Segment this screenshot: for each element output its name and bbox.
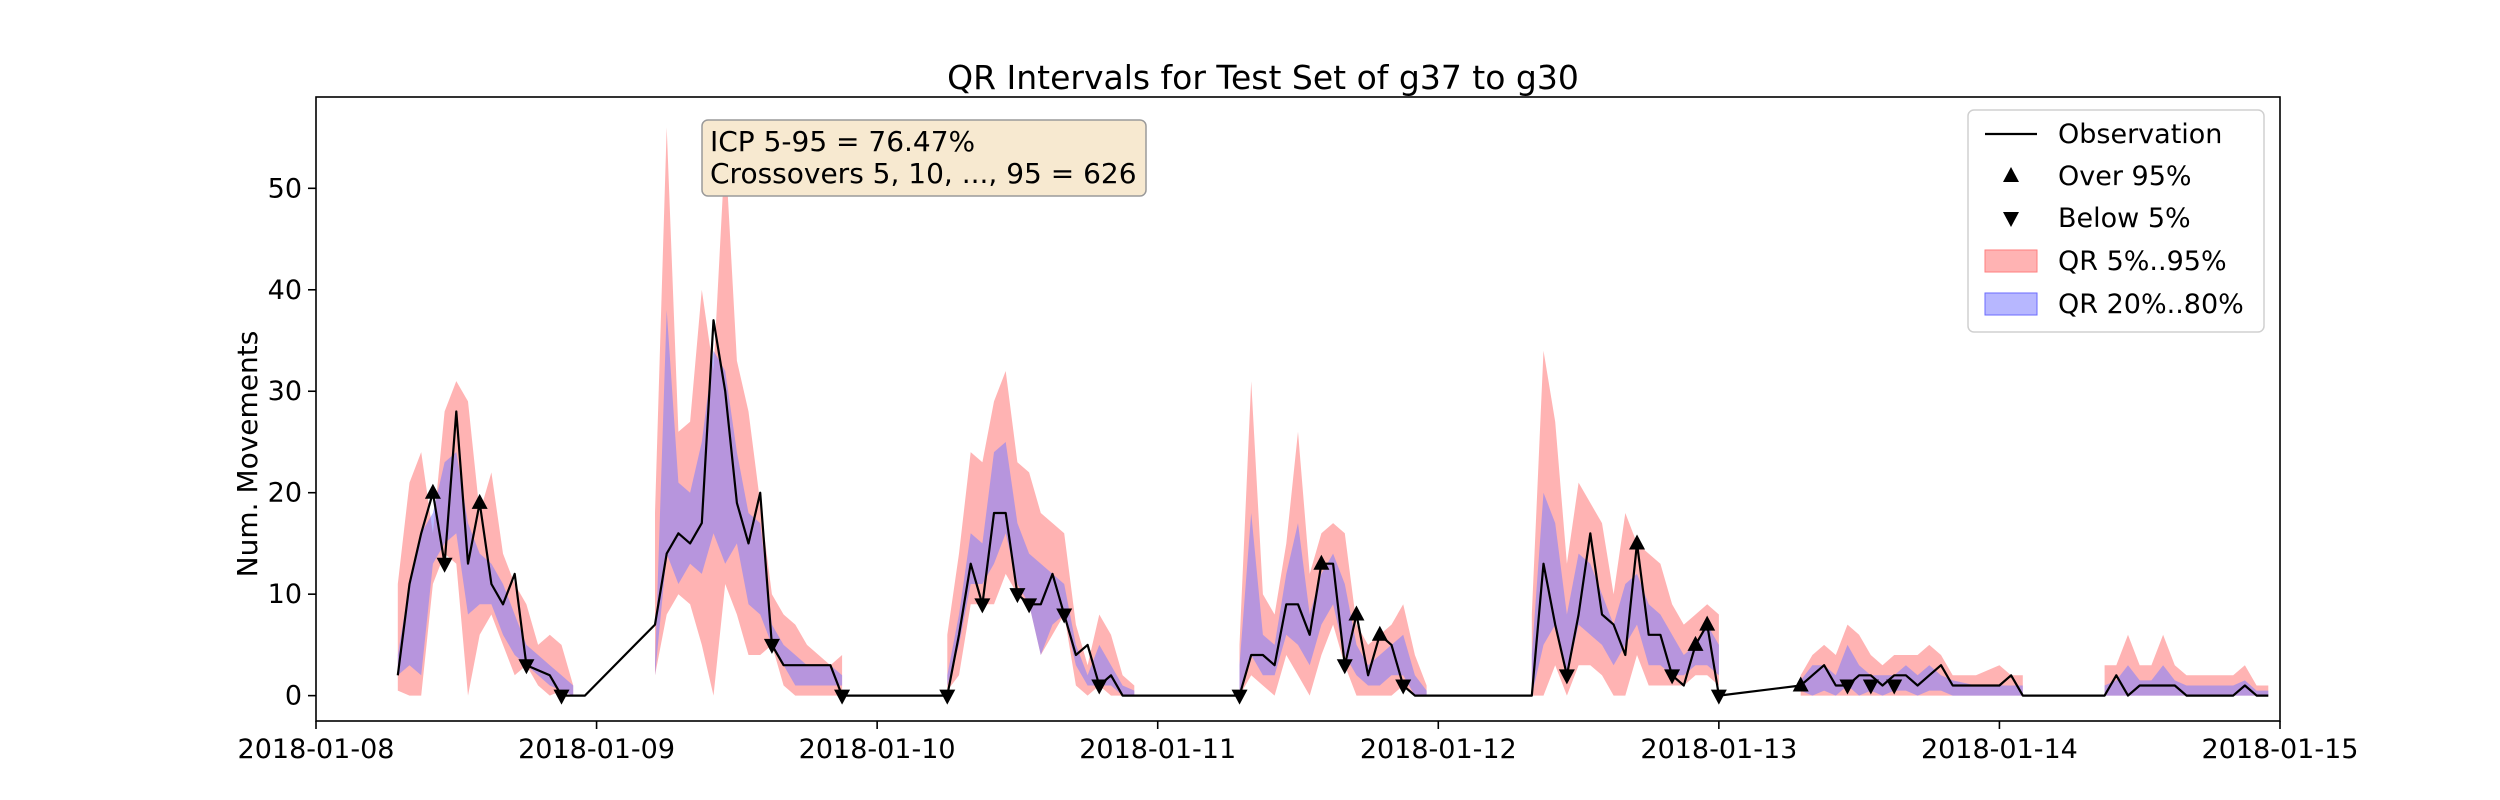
annotation-box: ICP 5-95 = 76.47%Crossovers 5, 10, ..., … xyxy=(701,119,1147,197)
legend-label-below-5: Below 5% xyxy=(2058,203,2191,234)
plot-frame xyxy=(315,96,2281,722)
below-5-marker-13 xyxy=(1395,679,1412,695)
legend-swatch-over-95 xyxy=(2003,167,2019,182)
over-95-marker-3 xyxy=(1348,605,1365,621)
band-5-95-segment-1 xyxy=(655,127,843,696)
below-5-marker-5 xyxy=(939,689,956,705)
below-5-marker-17 xyxy=(1839,679,1856,695)
over-95-marker-5 xyxy=(1629,534,1646,550)
over-95-marker-6 xyxy=(1687,635,1704,651)
legend-label-band-20-80: QR 20%..80% xyxy=(2058,289,2244,320)
below-5-marker-3 xyxy=(763,638,780,654)
legend-frame xyxy=(1967,109,2265,333)
over-95-marker-0 xyxy=(424,483,441,499)
band-20-80-segment-2 xyxy=(947,442,1135,696)
x-tick-label-3: 2018-01-11 xyxy=(1079,734,1236,765)
legend-swatch-below-5 xyxy=(2003,212,2019,227)
legend-label-band-5-95: QR 5%..95% xyxy=(2058,246,2227,277)
x-tick-label-4: 2018-01-12 xyxy=(1360,734,1517,765)
below-5-marker-4 xyxy=(834,689,851,705)
below-5-marker-1 xyxy=(518,659,535,675)
band-20-80-segment-0 xyxy=(397,452,574,696)
annotation-line-1: Crossovers 5, 10, ..., 95 = 626 xyxy=(710,157,1137,190)
y-axis-title: Num. Movements xyxy=(231,331,264,578)
below-5-marker-15 xyxy=(1664,669,1681,685)
x-tick-label-5: 2018-01-13 xyxy=(1640,734,1797,765)
below-5-marker-18 xyxy=(1862,679,1879,695)
below-5-marker-7 xyxy=(1009,588,1026,604)
y-tick-label-1: 10 xyxy=(268,579,302,610)
legend: Observation Over 95% Below 5% QR 5%..95% QR … xyxy=(1967,109,2265,333)
x-tick-label-6: 2018-01-14 xyxy=(1921,734,2078,765)
x-tick-label-7: 2018-01-15 xyxy=(2202,734,2359,765)
band-20-80-segment-4 xyxy=(1531,492,1719,696)
below-5-marker-19 xyxy=(1886,679,1903,695)
y-tick-label-2: 20 xyxy=(268,478,302,509)
band-20-80-segment-3 xyxy=(1239,513,1427,696)
band-5-95-segment-6 xyxy=(2104,634,2269,696)
below-5-marker-14 xyxy=(1558,669,1575,685)
observation-line xyxy=(396,319,2269,697)
below-5-marker-12 xyxy=(1336,659,1353,675)
annotation-line-0: ICP 5-95 = 76.47% xyxy=(710,125,975,158)
plot-area: 0 10 20 30 40 50 2018-01-08 2018-01-09 2018-01-1… xyxy=(238,96,2359,765)
y-tick-label-5: 50 xyxy=(268,173,302,204)
below-5-marker-2 xyxy=(553,689,570,705)
legend-swatch-band-5-95 xyxy=(1984,249,2038,273)
chart-title: QR Intervals for Test Set of g37 to g30 xyxy=(947,58,1579,97)
below-5-marker-6 xyxy=(974,598,991,614)
band-20-80-segment-5 xyxy=(1800,644,2023,696)
below-5-marker-9 xyxy=(1056,608,1073,624)
y-tick-label-3: 30 xyxy=(268,376,302,407)
below-5-marker-10 xyxy=(1091,679,1108,695)
annotation-background xyxy=(701,119,1147,197)
legend-label-over-95: Over 95% xyxy=(2058,161,2192,192)
over-95-marker-4 xyxy=(1371,625,1388,641)
y-tick-label-4: 40 xyxy=(268,275,302,306)
y-tick-label-0: 0 xyxy=(285,681,302,712)
below-5-marker-0 xyxy=(436,557,453,573)
below-5-marker-11 xyxy=(1231,689,1248,705)
legend-swatch-band-20-80 xyxy=(1984,292,2038,316)
band-20-80-segment-1 xyxy=(655,310,843,686)
below-5-marker-8 xyxy=(1021,598,1038,614)
legend-label-observation: Observation xyxy=(2058,119,2222,150)
x-tick-label-2: 2018-01-10 xyxy=(799,734,956,765)
over-95-marker-2 xyxy=(1313,554,1330,570)
band-20-80-segment-6 xyxy=(2104,665,2269,696)
below-5-marker-16 xyxy=(1710,689,1727,705)
x-tick-label-1: 2018-01-09 xyxy=(518,734,675,765)
over-95-marker-1 xyxy=(471,493,488,509)
over-95-marker-8 xyxy=(1792,676,1809,692)
over-95-marker-7 xyxy=(1699,615,1716,631)
x-tick-label-0: 2018-01-08 xyxy=(238,734,395,765)
